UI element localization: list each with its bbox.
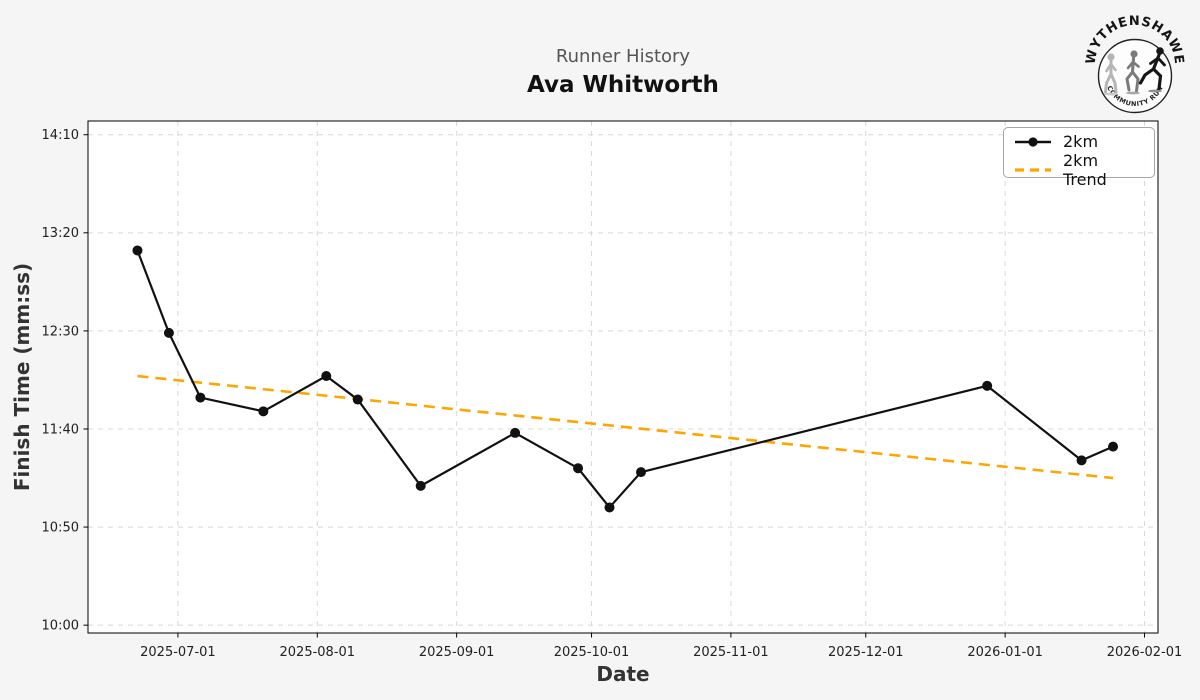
data-point-marker xyxy=(573,463,584,474)
series-line-2km xyxy=(136,249,1115,509)
runner-silhouette-sprinter-icon xyxy=(1138,47,1166,93)
legend-item-2km-trend: 2km Trend xyxy=(1014,151,1144,189)
plot-border xyxy=(87,120,1159,634)
x-tick-label: 2026-01-01 xyxy=(967,645,1043,660)
data-point-marker xyxy=(604,502,615,513)
data-point-marker xyxy=(982,380,993,391)
y-tick-label: 11:40 xyxy=(42,422,79,437)
data-point-marker xyxy=(415,480,426,491)
y-tick-label: 12:30 xyxy=(42,324,79,339)
legend-sample-dashed-line-icon xyxy=(1015,168,1051,172)
legend-sample-line-icon xyxy=(1015,136,1051,147)
legend-label-2km: 2km xyxy=(1063,132,1099,151)
x-axis-label: Date xyxy=(596,662,650,686)
x-tick-label: 2025-09-01 xyxy=(419,645,495,660)
data-point-marker xyxy=(1108,441,1119,452)
data-point-marker xyxy=(258,406,269,417)
x-tick-label: 2025-12-01 xyxy=(828,645,904,660)
y-tick-label: 13:20 xyxy=(42,226,79,241)
data-point-marker xyxy=(635,467,646,478)
x-tick-label: 2025-08-01 xyxy=(280,645,356,660)
data-point-marker xyxy=(510,427,521,438)
data-point-marker xyxy=(321,371,332,382)
data-point-marker xyxy=(195,392,206,403)
y-tick-label: 14:10 xyxy=(42,128,79,143)
data-point-marker xyxy=(352,394,363,405)
x-tick-label: 2025-10-01 xyxy=(554,645,630,660)
data-point-marker xyxy=(132,245,143,256)
runner-silhouette-walker-icon xyxy=(1104,53,1118,96)
y-tick-label: 10:00 xyxy=(42,619,79,634)
y-tick-label: 10:50 xyxy=(42,520,79,535)
data-point-marker xyxy=(1076,455,1087,466)
y-axis-label: Finish Time (mm:ss) xyxy=(10,262,34,492)
runner-silhouette-jogger-icon xyxy=(1125,50,1140,95)
x-tick-label: 2025-11-01 xyxy=(693,645,769,660)
plot-area xyxy=(88,121,1158,633)
legend: 2km 2km Trend xyxy=(1003,127,1155,189)
legend-item-2km: 2km xyxy=(1014,132,1144,151)
data-point-marker xyxy=(163,327,174,338)
x-tick-label: 2026-02-01 xyxy=(1107,645,1183,660)
wythenshawe-community-run-logo: WYTHENSHAWE COMMUNITY RUN xyxy=(1083,14,1185,114)
x-tick-label: 2025-07-01 xyxy=(140,645,216,660)
legend-label-2km-trend: 2km Trend xyxy=(1063,151,1107,189)
trend-line xyxy=(137,374,1114,480)
